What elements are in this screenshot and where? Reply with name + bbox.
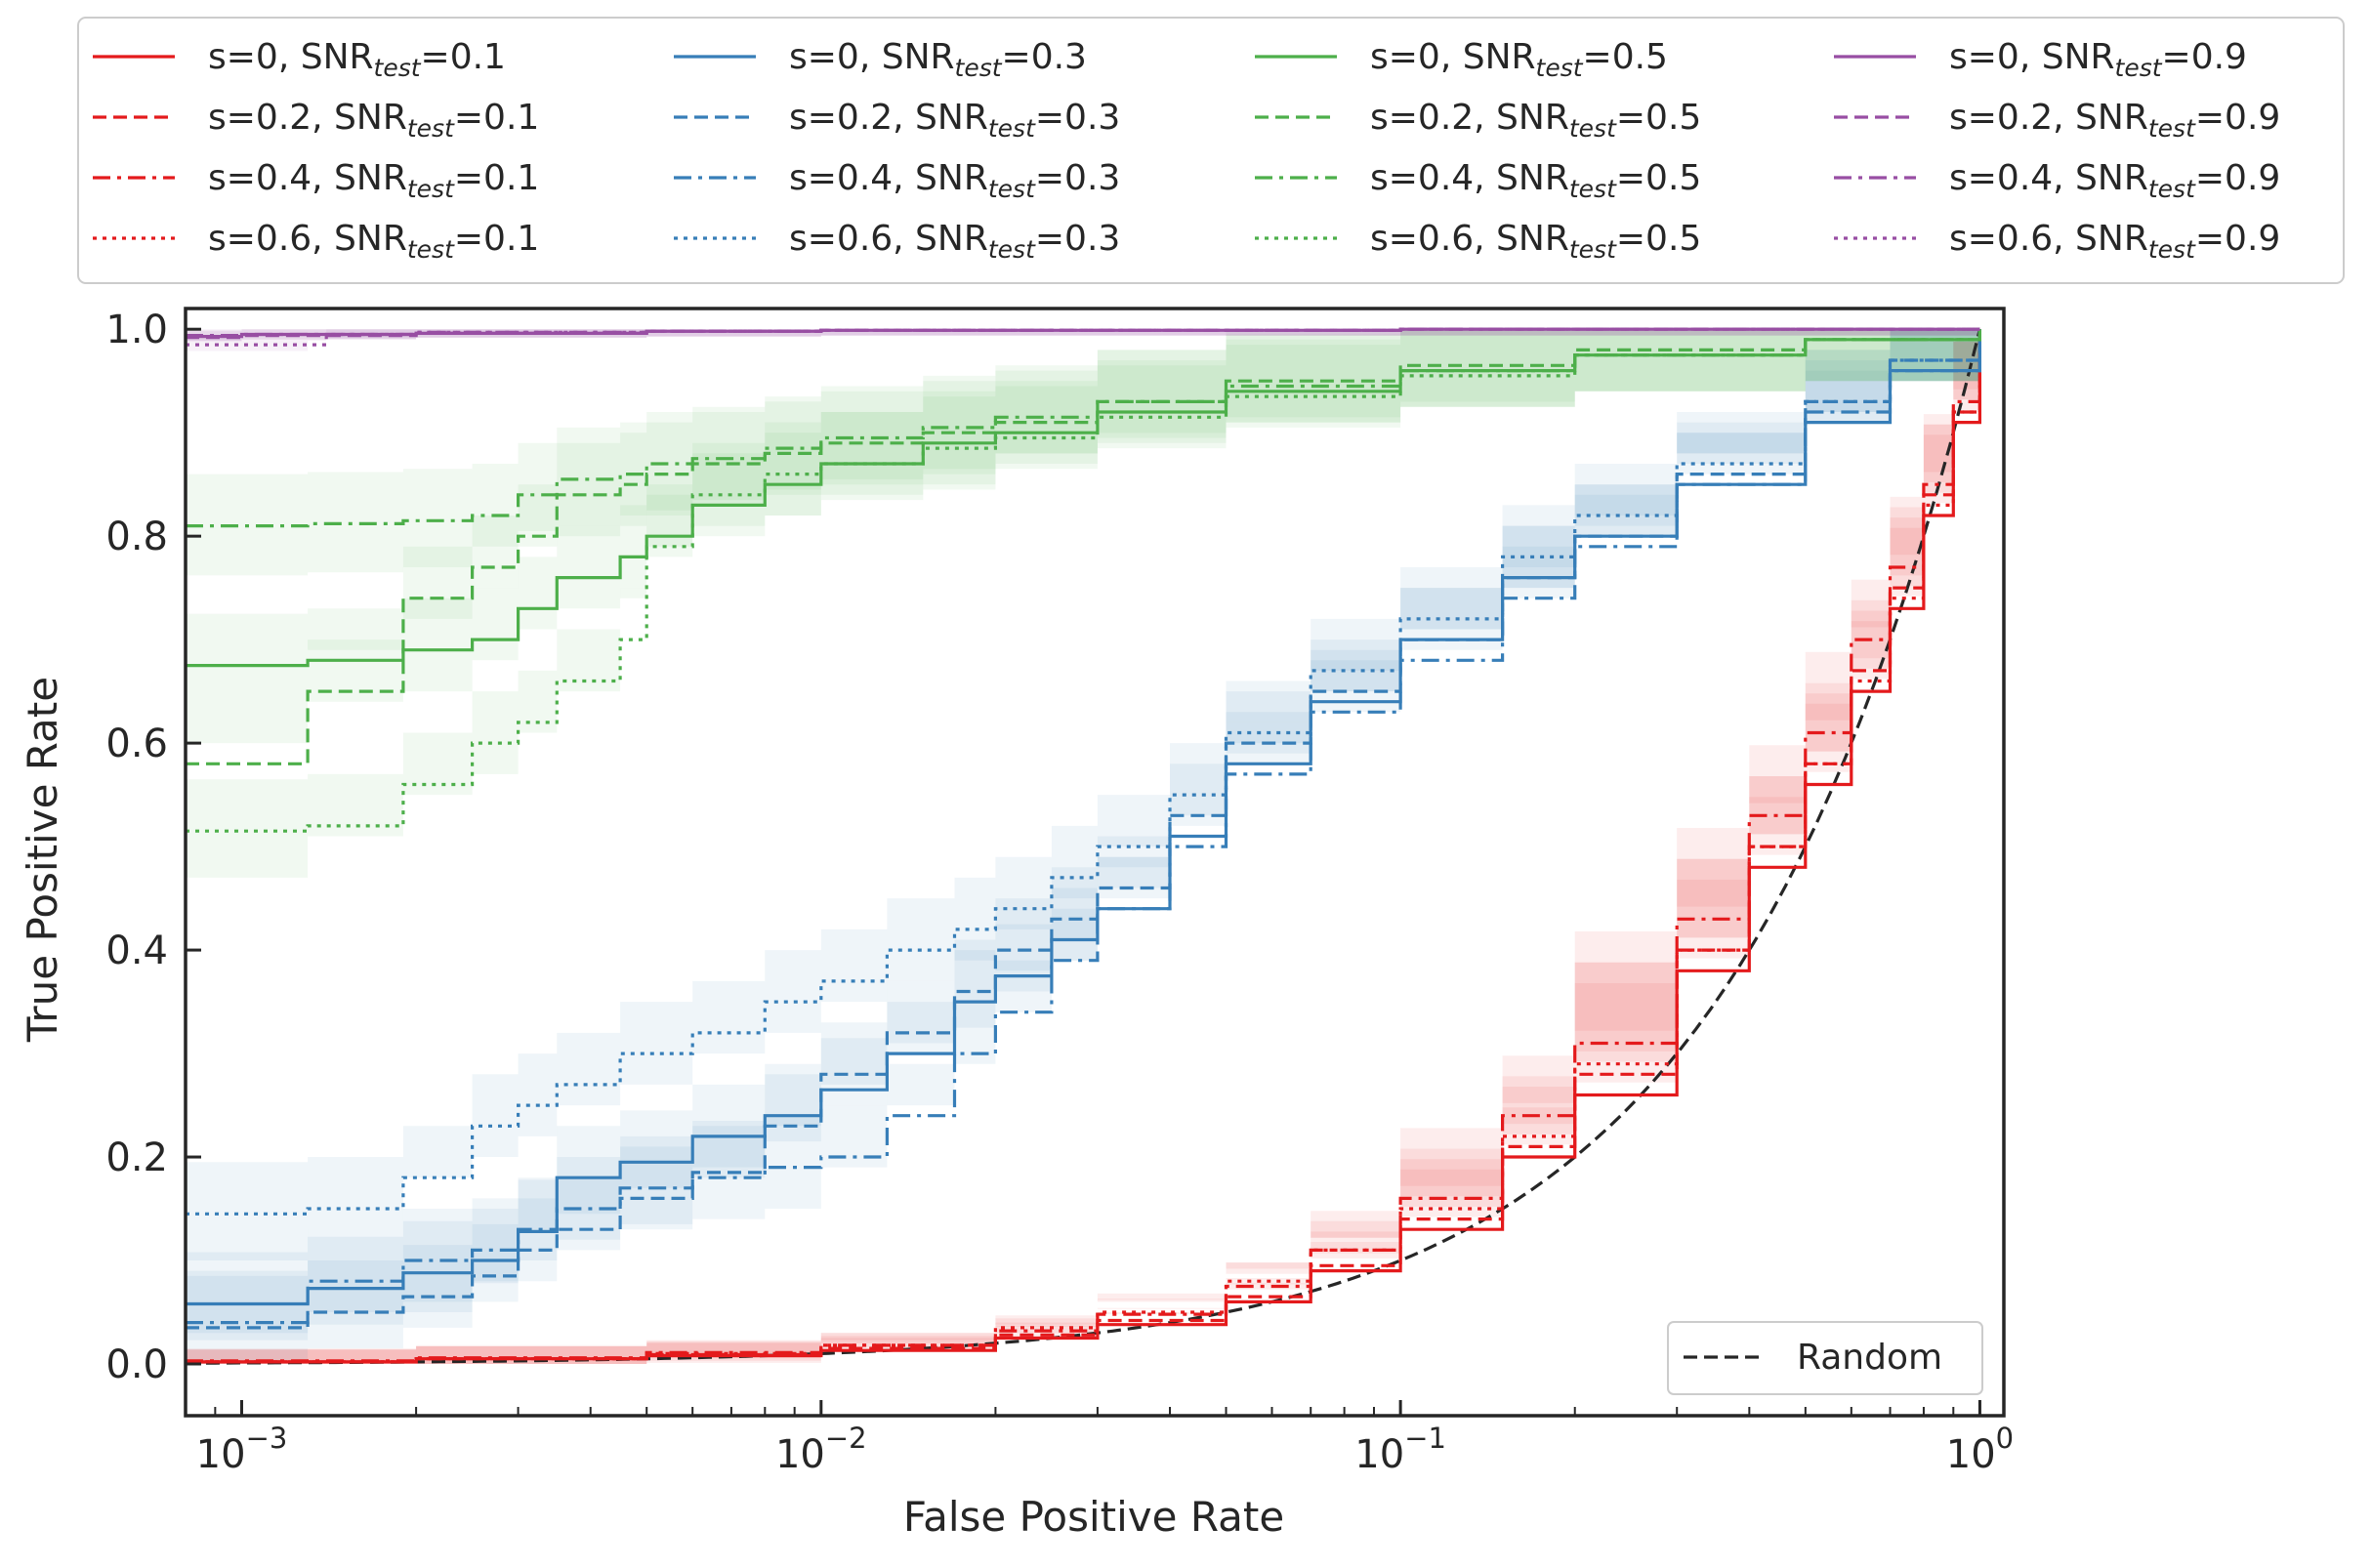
series-line-7 — [186, 329, 1981, 1216]
legend-entry: s=0, SNRtest=0.1 — [208, 37, 506, 82]
legend-entry: s=0.6, SNRtest=0.3 — [789, 219, 1120, 264]
legend-frame — [77, 17, 2345, 284]
legend-random: Random — [1667, 1321, 1983, 1395]
legend-entry: s=0, SNRtest=0.5 — [1370, 37, 1668, 82]
y-tick-label: 0.4 — [105, 928, 168, 973]
series-band-11 — [186, 329, 1980, 884]
legend-entry: s=0.4, SNRtest=0.9 — [1949, 158, 2280, 203]
legend-entry: s=0.6, SNRtest=0.1 — [208, 219, 539, 264]
series-line-5 — [186, 329, 1981, 1330]
y-tick-label: 1.0 — [105, 308, 168, 352]
series-band-3 — [186, 329, 1980, 1365]
series-line-6 — [186, 329, 1981, 1325]
x-axis: 10−3 10−2 10−1 100 — [185, 1400, 2014, 1477]
y-tick-label: 0.2 — [105, 1135, 168, 1180]
legend-entry: s=0.4, SNRtest=0.5 — [1370, 158, 1701, 203]
legend-entry: s=0, SNRtest=0.9 — [1949, 37, 2247, 82]
legend-entry: s=0.4, SNRtest=0.1 — [208, 158, 539, 203]
series-band-6 — [186, 329, 1980, 1365]
y-axis-title: True Positive Rate — [19, 677, 66, 1043]
series-band-8 — [186, 329, 1980, 718]
series-line-10 — [186, 329, 1981, 528]
series-line-2 — [186, 329, 1981, 1363]
series-line-11 — [186, 329, 1981, 833]
y-tick-label: 0.8 — [105, 515, 168, 559]
y-axis: 0.0 0.2 0.4 0.6 0.8 1.0 — [105, 308, 201, 1387]
series-band-1 — [186, 329, 1980, 1365]
x-axis-title: False Positive Rate — [903, 1493, 1284, 1541]
y-tick-label: 0.0 — [105, 1342, 168, 1387]
legend-random-label: Random — [1797, 1338, 1942, 1378]
series-line-14 — [186, 327, 1980, 338]
plot-frame — [184, 307, 2006, 1418]
y-tick-label: 0.6 — [105, 722, 168, 766]
x-tick-label: 10−2 — [775, 1422, 867, 1477]
legend-entry: s=0.6, SNRtest=0.5 — [1370, 219, 1701, 264]
series-band-5 — [186, 329, 1980, 1365]
x-tick-label: 10−1 — [1354, 1422, 1446, 1477]
x-tick-label: 10−3 — [196, 1422, 288, 1477]
plot-area — [184, 307, 2006, 1418]
x-tick-label: 100 — [1946, 1422, 2014, 1477]
legend-entry: s=0.2, SNRtest=0.1 — [208, 98, 539, 143]
legend-random-frame — [1667, 1321, 1983, 1395]
series-line-9 — [186, 329, 1981, 765]
random-line — [186, 328, 1981, 1365]
legend-entry: s=0, SNRtest=0.3 — [789, 37, 1087, 82]
legend-entry: s=0.2, SNRtest=0.9 — [1949, 98, 2280, 143]
legend-entry: s=0.2, SNRtest=0.3 — [789, 98, 1120, 143]
legend-entry: s=0.2, SNRtest=0.5 — [1370, 98, 1701, 143]
legend-entry: s=0.4, SNRtest=0.3 — [789, 158, 1120, 203]
series-band-7 — [186, 329, 1980, 1266]
series-band-9 — [186, 329, 1980, 816]
legend-entry: s=0.6, SNRtest=0.9 — [1949, 219, 2280, 264]
series-band-10 — [186, 329, 1980, 578]
series-band-4 — [186, 329, 1980, 1356]
legend-top: s=0, SNRtest=0.1 s=0.2, SNRtest=0.1 s=0.4,… — [77, 17, 2345, 284]
